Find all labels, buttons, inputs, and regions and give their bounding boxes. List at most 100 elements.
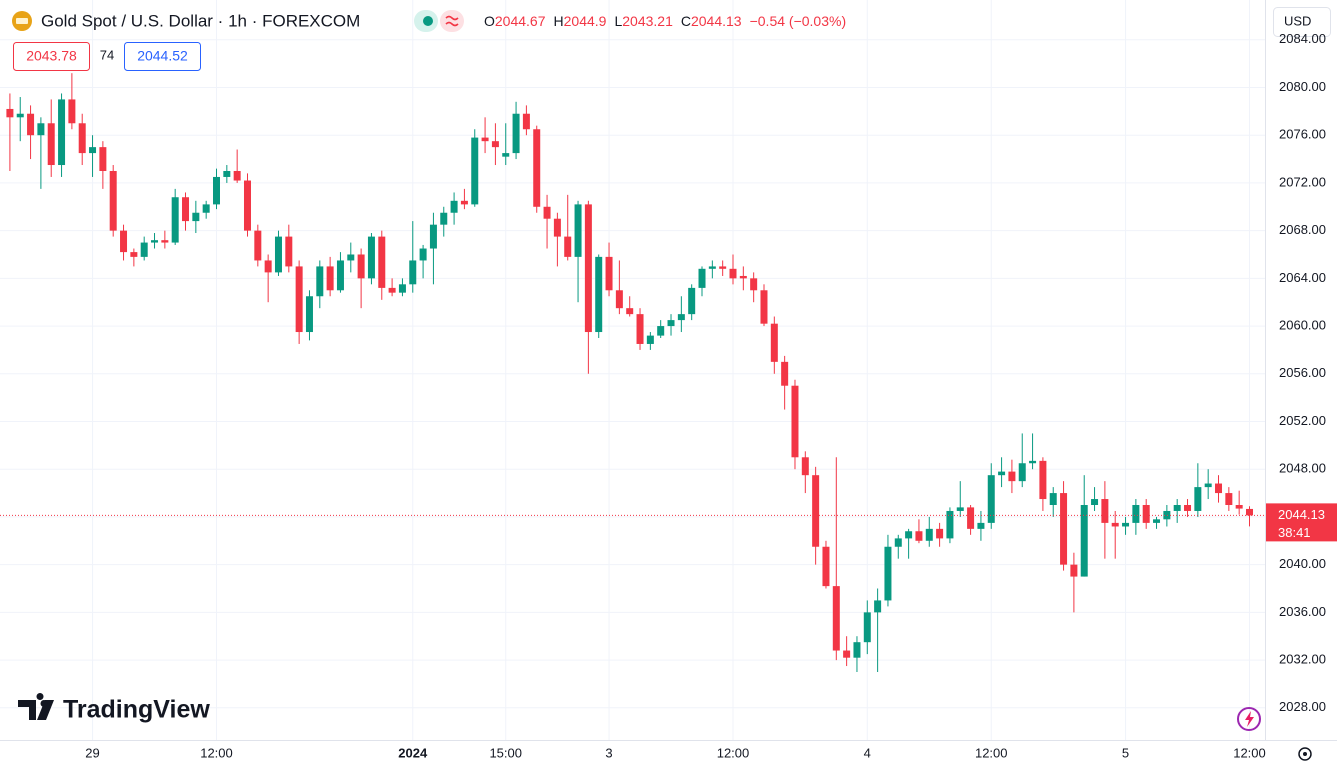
candle-body <box>58 99 66 166</box>
candle-body <box>78 123 86 154</box>
currency: USD <box>1284 13 1311 28</box>
candle-body <box>946 510 954 539</box>
candle-body <box>1080 505 1088 577</box>
y-tick-label: 2056.00 <box>1279 365 1326 380</box>
candle-body <box>1142 505 1150 523</box>
x-tick-label: 12:00 <box>200 745 233 760</box>
candle-body <box>812 475 820 547</box>
ohlc-key: L <box>614 13 622 29</box>
y-tick-label: 2040.00 <box>1279 556 1326 571</box>
ohlc-value: 2044.9 <box>564 13 607 29</box>
settings-icon-center <box>1303 752 1307 756</box>
candle-body <box>925 528 933 541</box>
candle-body <box>729 268 737 279</box>
candle-body <box>894 538 902 547</box>
alerts-icon-bolt <box>1245 711 1254 727</box>
candle-body <box>419 248 427 261</box>
candle-body <box>843 650 851 658</box>
market-status-dot <box>423 16 433 26</box>
candle-body <box>1111 522 1119 527</box>
candle-body <box>853 642 861 658</box>
candle-body <box>956 507 964 511</box>
y-tick-label: 2076.00 <box>1279 127 1326 142</box>
candle-body <box>1008 471 1016 482</box>
y-tick-label: 2052.00 <box>1279 413 1326 428</box>
candle-body <box>89 147 97 154</box>
candle-body <box>1235 505 1243 509</box>
candle-body <box>574 204 582 257</box>
candle-body <box>1194 487 1202 511</box>
y-tick-label: 2032.00 <box>1279 652 1326 667</box>
candle-body <box>326 266 334 291</box>
candle-body <box>987 475 995 523</box>
candle-body <box>967 507 975 529</box>
candle-body <box>1101 499 1109 523</box>
y-tick-label: 2028.00 <box>1279 699 1326 714</box>
candle-body <box>760 290 768 324</box>
candle-body <box>553 218 561 237</box>
alerts-icon[interactable] <box>1237 707 1261 731</box>
ohlc-key: C <box>681 13 691 29</box>
candle-body <box>801 457 809 476</box>
candle-body <box>1039 460 1047 500</box>
candle-body <box>1060 493 1068 565</box>
candle-body <box>1049 493 1057 505</box>
y-tick-label: 2084.00 <box>1279 31 1326 46</box>
candle-body <box>884 546 892 601</box>
candle-body <box>1132 505 1140 523</box>
sell-button[interactable] <box>13 42 90 71</box>
candle-body <box>605 256 613 291</box>
x-tick-label: 29 <box>85 745 99 760</box>
currency-button[interactable] <box>1273 7 1331 37</box>
candle-body <box>398 284 406 293</box>
candle-body <box>698 268 706 288</box>
candle-body <box>1018 463 1026 482</box>
y-tick-label: 2036.00 <box>1279 604 1326 619</box>
candle-body <box>1153 519 1161 523</box>
ohlc-value: 2043.21 <box>622 13 673 29</box>
candle-body <box>460 200 468 205</box>
candle-body <box>1070 564 1078 577</box>
candle-body <box>832 586 840 651</box>
brand-logo-dot <box>40 700 48 707</box>
candle-body <box>646 335 654 344</box>
candle-body <box>243 180 251 231</box>
candle-body <box>936 528 944 539</box>
x-tick-label: 4 <box>864 745 871 760</box>
candle-body <box>905 531 913 539</box>
last-price: 2044.13 <box>1278 507 1325 522</box>
candle-body <box>316 266 324 297</box>
candle-body <box>1246 508 1253 516</box>
candle-body <box>151 240 159 243</box>
bid-price: 2043.78 <box>26 48 77 64</box>
data-delay[interactable] <box>440 10 464 32</box>
candle-body <box>502 153 510 157</box>
candle-body <box>378 236 386 288</box>
candle-body <box>533 129 541 207</box>
candle-body <box>223 170 231 177</box>
candle-body <box>1091 499 1099 505</box>
y-tick-label: 2068.00 <box>1279 222 1326 237</box>
candle-body <box>739 275 747 279</box>
candle-body <box>1173 505 1181 511</box>
candle-body <box>584 204 592 333</box>
candle-body <box>161 240 169 243</box>
ohlc-key: O <box>484 13 495 29</box>
candle-body <box>791 385 799 458</box>
candle-body <box>171 197 179 243</box>
spread: 74 <box>100 47 114 62</box>
buy-button[interactable] <box>124 42 201 71</box>
candle-body <box>615 290 623 309</box>
candle-body <box>471 137 479 205</box>
candle-body <box>874 600 882 613</box>
brand-logo <box>18 693 54 720</box>
candle-body <box>47 123 55 166</box>
candle-body <box>192 212 200 222</box>
candle-body <box>626 308 634 315</box>
candle-body <box>781 361 789 386</box>
settings-icon[interactable] <box>1298 747 1312 761</box>
candle-body <box>6 108 14 118</box>
candle-body <box>1204 483 1212 488</box>
